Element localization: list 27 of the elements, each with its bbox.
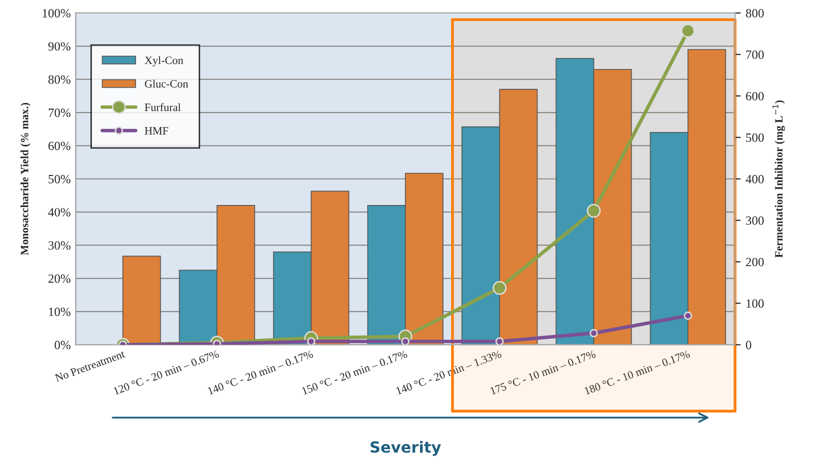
y-tick-label: 100%	[42, 9, 70, 18]
legend-label: Furfural	[144, 103, 181, 112]
y2-tick-label: 300	[746, 216, 764, 225]
y-tick-label: 10%	[49, 308, 70, 316]
y2-tick-label: 0	[746, 340, 752, 350]
y-tick-label: 0%	[54, 340, 70, 350]
legend-label: HMF	[144, 127, 168, 134]
y2-tick-label: 500	[746, 133, 764, 142]
y-tick-label: 80%	[48, 75, 70, 84]
y-tick-label: 70%	[48, 108, 70, 118]
y2-tick-label: 600	[746, 92, 764, 100]
y2-tick-label: 800	[746, 9, 764, 18]
y-tick-label: 60%	[48, 142, 70, 150]
y2-axis-title: Fermentation Inhibitor (mg L$^{−1}$)	[772, 100, 785, 258]
y2-tick-label: 100	[746, 299, 764, 308]
y-tick-label: 50%	[48, 174, 70, 184]
x-axis-title: Severity	[370, 440, 441, 456]
legend-label: Xyl-Con	[144, 56, 184, 66]
y-tick-label: 40%	[48, 208, 70, 217]
y-tick-label: 20%	[48, 274, 70, 283]
y2-tick-label: 700	[746, 50, 764, 59]
y-tick-label: 30%	[48, 241, 70, 250]
legend-label: Gluc-Con	[144, 80, 188, 88]
y2-tick-label: 200	[746, 258, 764, 266]
y-tick-label: 90%	[48, 42, 70, 51]
y2-tick-label: 400	[746, 174, 764, 184]
y-axis-title: Monosaccharide Yield (% max.)	[20, 102, 31, 256]
